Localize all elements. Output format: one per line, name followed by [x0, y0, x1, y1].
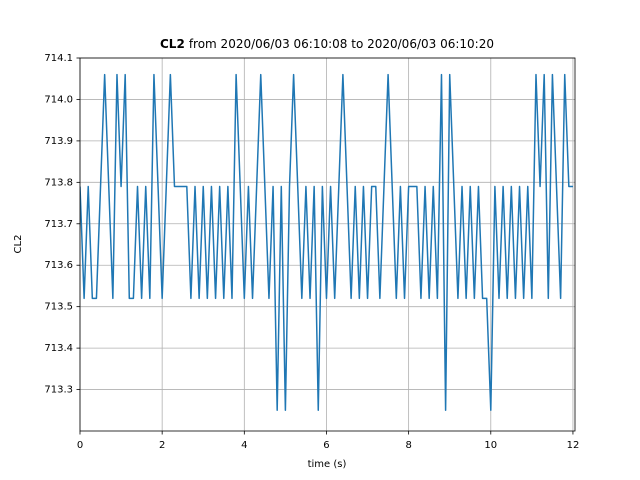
y-tick-label: 714.0	[44, 94, 73, 105]
y-tick-label: 713.8	[44, 177, 73, 188]
x-tick-label: 8	[405, 440, 411, 451]
y-tick-label: 713.6	[44, 260, 73, 271]
y-tick-label: 713.4	[44, 343, 73, 354]
y-tick-label: 714.1	[44, 53, 73, 64]
x-tick-label: 6	[323, 440, 329, 451]
y-tick-label: 713.5	[44, 302, 73, 313]
y-tick-label: 713.7	[44, 219, 73, 230]
x-tick-label: 12	[567, 440, 580, 451]
x-tick-label: 4	[241, 440, 247, 451]
title-bold: CL2	[160, 37, 185, 51]
x-tick-label: 2	[159, 440, 165, 451]
x-tick-label: 10	[484, 440, 497, 451]
y-axis-label: CL2	[13, 235, 24, 254]
y-tick-label: 713.3	[44, 385, 73, 396]
plot-frame	[79, 57, 576, 432]
title-text: from 2020/06/03 06:10:08 to 2020/06/03 0…	[189, 37, 494, 51]
data-line	[80, 73, 573, 412]
x-tick-label: 0	[77, 440, 83, 451]
x-axis-label: time (s)	[308, 459, 347, 470]
chart-title: CL2 from 2020/06/03 06:10:08 to 2020/06/0…	[160, 37, 494, 51]
y-tick-label: 713.9	[44, 136, 73, 147]
